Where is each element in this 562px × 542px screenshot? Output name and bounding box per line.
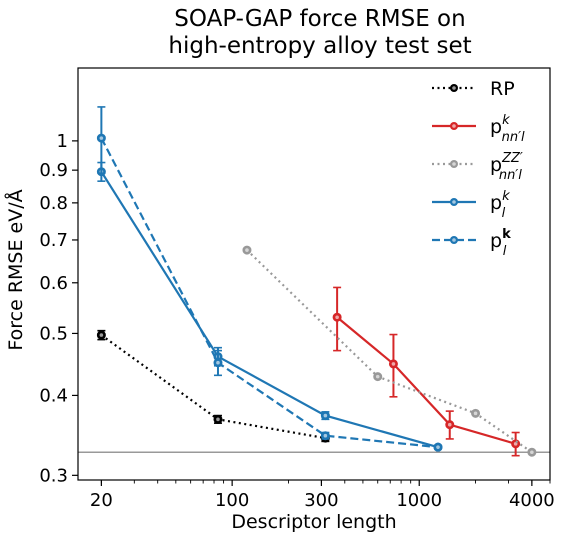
series-line-1 [336,316,516,445]
data-point-center-0-0 [99,333,104,337]
data-point-center-4-0 [99,136,104,140]
legend-label-0: RP [490,78,515,100]
legend-label-1: pk nn′l [490,113,525,145]
y-tick-label-1: 0.4 [39,385,68,406]
data-point-center-1-2 [447,422,452,427]
chart-title-line-2: high-entropy alloy test set [168,33,472,59]
data-point-center-1-0 [335,315,339,320]
x-tick-label-0: 20 [90,490,113,511]
legend-marker-center-3 [452,200,456,204]
y-tick-label-0: 0.3 [39,465,68,486]
legend-label-3: pk l [490,189,510,221]
x-tick-label-1: 100 [215,490,249,511]
legend-marker-center-1 [452,124,456,128]
legend-marker-center-4 [452,238,456,242]
x-tick-label-3: 1000 [396,490,442,511]
y-tick-label-2: 0.5 [39,323,68,344]
series-line-2 [246,249,533,454]
x-tick-label-4: 4000 [509,490,555,511]
data-point-center-4-3 [436,445,440,449]
plot-frame [77,67,551,481]
y-tick-label-5: 0.8 [39,193,68,214]
chart-title-line-1: SOAP-GAP force RMSE on [174,6,466,32]
data-point-center-0-1 [216,417,220,422]
data-point-center-2-0 [245,248,249,252]
data-point-center-2-1 [375,374,380,379]
y-axis-label: Force RMSE eV/Å [5,189,27,351]
legend-marker-center-2 [452,162,456,166]
data-point-center-4-2 [323,433,328,438]
data-point-center-1-1 [391,362,396,366]
x-axis-label: Descriptor length [231,511,397,533]
series-line-3 [100,171,439,449]
legend-label-4: pk l [490,227,511,259]
y-tick-label-3: 0.6 [39,273,68,294]
legend-label-2: pZZ′ nn′l [490,151,523,183]
x-tick-label-2: 300 [304,490,338,511]
data-point-center-4-1 [216,360,220,365]
y-tick-label-7: 1 [57,131,68,152]
legend-marker-center-0 [452,86,456,90]
data-point-center-2-2 [473,411,478,416]
series-line-4 [100,137,439,449]
y-tick-label-6: 0.9 [39,160,68,181]
data-point-center-2-3 [530,450,534,455]
y-tick-label-4: 0.7 [39,230,68,251]
data-point-center-3-2 [323,413,328,418]
